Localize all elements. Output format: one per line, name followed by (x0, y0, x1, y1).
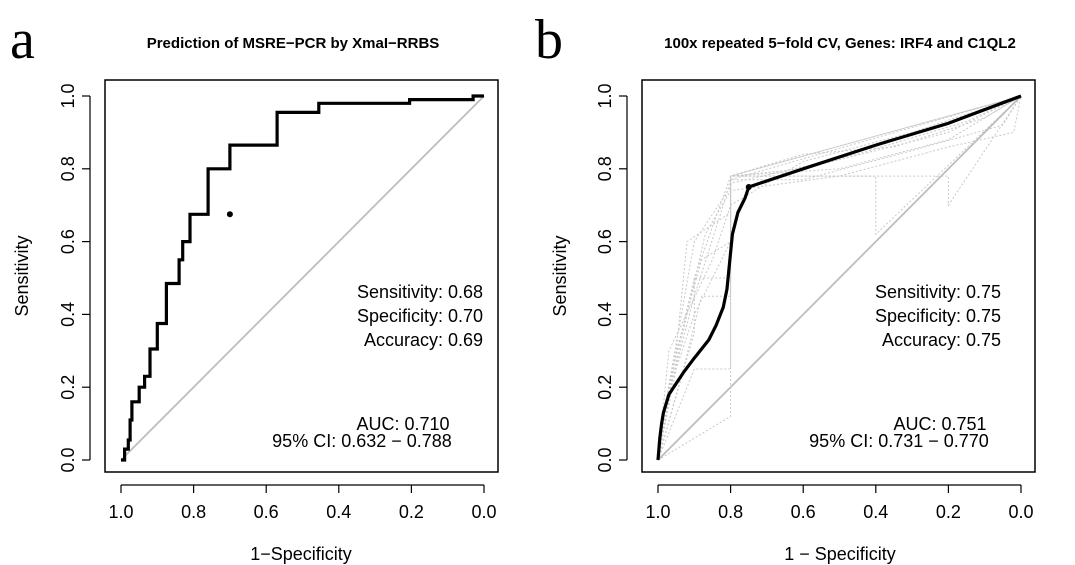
cv-fold-curve (657, 95, 1022, 461)
x-tick-label: 0.0 (471, 502, 496, 522)
panel-a-accuracy: Accuracy: 0.69 (364, 330, 483, 350)
cv-fold-curve (657, 95, 1022, 461)
panel-a-auc: AUC: 0.710 (356, 414, 449, 434)
panel-a-y-label: Sensitivity (12, 235, 32, 316)
panel-b-mean-roc-curve (656, 94, 1022, 461)
y-tick-label: 0.2 (58, 375, 78, 400)
y-tick-label: 0.2 (595, 375, 615, 400)
x-tick-label: 0.6 (254, 502, 279, 522)
panel-a-letter: a (10, 9, 35, 71)
y-tick-label: 0.8 (595, 156, 615, 181)
panel-b-y-axis: 0.0 0.2 0.4 0.6 0.8 1.0 (595, 83, 628, 473)
x-tick-label: 0.0 (1008, 502, 1033, 522)
x-tick-label: 0.4 (326, 502, 351, 522)
panel-a-title: Prediction of MSRE−PCR by XmaI−RRBS (147, 35, 440, 52)
y-tick-label: 0.6 (595, 229, 615, 254)
y-tick-label: 0.0 (595, 447, 615, 472)
panel-a-y-axis: 0.0 0.2 0.4 0.6 0.8 1.0 (58, 83, 91, 473)
panel-a-x-label: 1−Specificity (250, 544, 352, 564)
y-tick-label: 0.4 (58, 302, 78, 327)
panel-a-diagonal (120, 95, 485, 461)
panel-a-roc-curve (121, 94, 484, 462)
panel-b-plot-frame (641, 79, 1036, 473)
panel-b-letter: b (535, 9, 563, 71)
x-tick-label: 1.0 (108, 502, 133, 522)
panel-b-operating-point (745, 184, 752, 190)
panel-a-roc-chart: a Prediction of MSRE−PCR by XmaI−RRBS 1.… (10, 9, 499, 564)
y-tick-label: 0.0 (58, 447, 78, 472)
panel-b-auc: AUC: 0.751 (893, 414, 986, 434)
x-tick-label: 0.4 (863, 502, 888, 522)
panel-b-diagonal (657, 95, 1022, 461)
x-tick-label: 0.8 (181, 502, 206, 522)
panel-b-title: 100x repeated 5−fold CV, Genes: IRF4 and… (664, 35, 1016, 52)
y-tick-label: 1.0 (58, 83, 78, 108)
x-tick-label: 0.6 (791, 502, 816, 522)
x-tick-label: 0.2 (936, 502, 961, 522)
cv-fold-curve (657, 95, 1022, 461)
panel-a-ci: 95% CI: 0.632 − 0.788 (272, 431, 452, 451)
y-tick-label: 0.4 (595, 302, 615, 327)
panel-b-accuracy: Accuracy: 0.75 (882, 330, 1001, 350)
panel-b-cv-curves (657, 95, 1022, 461)
y-tick-label: 0.6 (58, 229, 78, 254)
y-tick-label: 0.8 (58, 156, 78, 181)
panel-a-sensitivity: Sensitivity: 0.68 (357, 282, 483, 302)
panel-a-specificity: Specificity: 0.70 (357, 306, 483, 326)
panel-a-x-axis: 1.0 0.8 0.6 0.4 0.2 0.0 (108, 484, 497, 522)
x-tick-label: 0.8 (718, 502, 743, 522)
panel-b-roc-chart: b 100x repeated 5−fold CV, Genes: IRF4 a… (535, 9, 1036, 564)
panel-b-x-label: 1 − Specificity (784, 544, 896, 564)
y-tick-label: 1.0 (595, 83, 615, 108)
panel-b-sensitivity: Sensitivity: 0.75 (875, 282, 1001, 302)
panel-b-specificity: Specificity: 0.75 (875, 306, 1001, 326)
panel-a-operating-point (226, 211, 233, 218)
panel-b-x-axis: 1.0 0.8 0.6 0.4 0.2 0.0 (645, 484, 1034, 522)
panel-a-plot-frame (104, 79, 499, 473)
x-tick-label: 0.2 (399, 502, 424, 522)
cv-fold-curve (657, 95, 1022, 461)
x-tick-label: 1.0 (645, 502, 670, 522)
panel-b-y-label: Sensitivity (550, 235, 570, 316)
panel-b-ci: 95% CI: 0.731 − 0.770 (809, 431, 989, 451)
